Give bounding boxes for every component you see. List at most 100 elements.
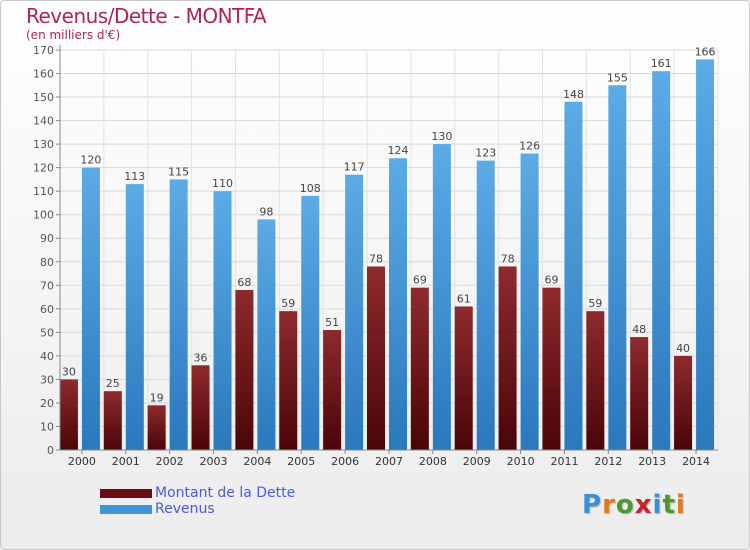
y-tick-label: 120 — [33, 162, 54, 175]
data-label-revenus: 117 — [344, 161, 365, 174]
data-label-revenus: 126 — [519, 140, 540, 153]
data-label-revenus: 155 — [607, 71, 628, 84]
data-label-dette: 19 — [150, 391, 164, 404]
data-label-dette: 40 — [676, 342, 690, 355]
y-tick-label: 110 — [33, 185, 54, 198]
x-tick-label: 2000 — [68, 455, 96, 468]
data-label-dette: 69 — [413, 274, 427, 287]
bar-revenus — [125, 184, 144, 450]
bar-revenus — [81, 167, 100, 450]
bar-revenus — [213, 191, 232, 451]
data-label-revenus: 148 — [563, 88, 584, 101]
x-tick-label: 2008 — [419, 455, 447, 468]
y-tick-label: 60 — [40, 303, 54, 316]
y-tick-label: 150 — [33, 91, 54, 104]
data-label-dette: 51 — [325, 316, 339, 329]
x-tick-label: 2002 — [156, 455, 184, 468]
bar-revenus — [520, 153, 539, 450]
bar-revenus — [345, 174, 364, 451]
data-label-revenus: 115 — [168, 165, 189, 178]
data-label-dette: 69 — [544, 274, 558, 287]
bar-dette — [674, 355, 693, 450]
legend-swatch-dette — [100, 489, 152, 498]
x-tick-label: 2010 — [507, 455, 535, 468]
bar-dette — [542, 287, 561, 450]
bar-revenus — [696, 59, 715, 450]
y-tick-label: 30 — [40, 373, 54, 386]
x-tick-label: 2003 — [200, 455, 228, 468]
data-label-revenus: 124 — [388, 144, 409, 157]
data-label-dette: 25 — [106, 377, 120, 390]
x-tick-label: 2006 — [331, 455, 359, 468]
data-label-dette: 61 — [457, 292, 471, 305]
bar-revenus — [608, 85, 627, 450]
bar-revenus — [432, 144, 451, 450]
bar-dette — [279, 311, 298, 450]
data-label-revenus: 108 — [300, 182, 321, 195]
bar-dette — [323, 330, 342, 450]
bar-dette — [410, 287, 429, 450]
legend-swatch-revenus — [100, 505, 152, 514]
bar-dette — [454, 306, 473, 450]
bar-revenus — [389, 158, 407, 450]
data-label-revenus: 166 — [695, 45, 716, 58]
x-tick-label: 2004 — [243, 455, 271, 468]
bar-dette — [103, 391, 122, 450]
y-tick-label: 80 — [40, 256, 54, 269]
bar-dette — [59, 379, 78, 450]
data-label-dette: 48 — [632, 323, 646, 336]
data-label-revenus: 110 — [212, 177, 233, 190]
bar-dette — [147, 405, 166, 450]
data-label-revenus: 130 — [431, 130, 452, 143]
data-label-revenus: 98 — [259, 205, 273, 218]
x-tick-label: 2001 — [112, 455, 140, 468]
x-tick-label: 2007 — [375, 455, 403, 468]
x-tick-label: 2011 — [550, 455, 578, 468]
bar-revenus — [476, 160, 495, 450]
y-tick-label: 130 — [33, 138, 54, 151]
legend-label-revenus: Revenus — [155, 501, 215, 517]
y-tick-label: 10 — [40, 420, 54, 433]
chart-subtitle: (en milliers d'€) — [26, 28, 121, 42]
y-tick-label: 20 — [40, 397, 54, 410]
x-tick-label: 2012 — [594, 455, 622, 468]
bar-dette — [630, 337, 649, 450]
x-tick-label: 2014 — [682, 455, 710, 468]
data-label-dette: 59 — [588, 297, 602, 310]
bar-dette — [367, 266, 385, 450]
y-tick-label: 170 — [33, 44, 54, 57]
bar-revenus — [169, 179, 188, 451]
y-tick-label: 90 — [40, 232, 54, 245]
bar-revenus — [564, 101, 583, 450]
x-tick-label: 2009 — [463, 455, 491, 468]
y-tick-label: 50 — [40, 326, 54, 339]
proxiti-logo: Proxiti — [582, 490, 686, 520]
bar-dette — [586, 311, 605, 450]
y-tick-label: 160 — [33, 68, 54, 81]
bar-revenus — [257, 219, 276, 450]
legend-label-dette: Montant de la Dette — [155, 485, 296, 501]
y-tick-label: 40 — [40, 350, 54, 363]
data-label-revenus: 123 — [475, 147, 496, 160]
data-label-dette: 78 — [369, 252, 383, 265]
bar-dette — [235, 290, 254, 450]
y-tick-label: 140 — [33, 115, 54, 128]
x-tick-label: 2013 — [638, 455, 666, 468]
bar-dette — [191, 365, 210, 450]
chart-title: Revenus/Dette - MONTFA — [26, 4, 267, 28]
data-label-dette: 30 — [62, 365, 76, 378]
y-tick-label: 0 — [47, 444, 54, 457]
data-label-dette: 36 — [194, 351, 208, 364]
bar-revenus — [301, 195, 320, 450]
y-tick-label: 100 — [33, 209, 54, 222]
data-label-dette: 59 — [281, 297, 295, 310]
data-label-revenus: 120 — [80, 154, 101, 167]
y-tick-label: 70 — [40, 279, 54, 292]
data-label-dette: 68 — [237, 276, 251, 289]
bar-revenus — [652, 71, 671, 451]
x-tick-label: 2005 — [287, 455, 315, 468]
data-label-revenus: 161 — [651, 57, 672, 70]
data-label-revenus: 113 — [124, 170, 145, 183]
data-label-dette: 78 — [501, 252, 515, 265]
